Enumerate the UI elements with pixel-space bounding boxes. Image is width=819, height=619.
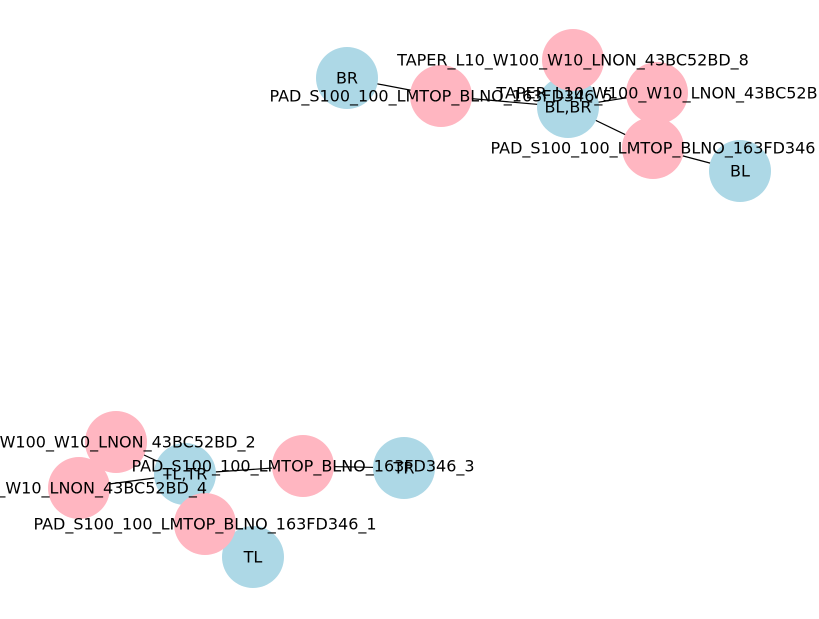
node-pad3	[272, 435, 334, 497]
node-label-taper2: .0_W100_W10_LNON_43BC52BD_2	[0, 433, 256, 453]
node-label-br: BR	[336, 69, 358, 88]
node-label-pad3: PAD_S100_100_LMTOP_BLNO_163FD346_3	[131, 457, 474, 477]
node-taper6	[626, 62, 688, 124]
node-label-bl: BL	[730, 162, 750, 181]
node-label-tltr: TL,TR	[162, 465, 208, 484]
node-tltr	[154, 443, 216, 505]
node-tl	[222, 526, 284, 588]
node-label-pad5: PAD_S100_100_LMTOP_BLNO_163FD346_5	[269, 87, 612, 107]
node-label-taper6: TAPER_L10_W100_W10_LNON_43BC52B	[495, 84, 817, 104]
node-label-taper4: W100_W10_LNON_43BC52BD_4	[0, 479, 207, 499]
node-label-taper8: TAPER_L10_W100_W10_LNON_43BC52BD_8	[396, 51, 749, 71]
node-label-tl: TL	[243, 548, 263, 567]
node-taper2	[85, 411, 147, 473]
node-pad5	[410, 65, 472, 127]
node-blbr	[537, 76, 599, 138]
node-label-pad1: PAD_S100_100_LMTOP_BLNO_163FD346_1	[33, 515, 376, 535]
node-layer	[48, 29, 771, 588]
node-tr	[373, 437, 435, 499]
label-layer: BRBLBL,BRTLTRTL,TRPAD_S100_100_LMTOP_BLN…	[0, 51, 818, 567]
node-label-tr: TR	[393, 459, 415, 478]
node-taper8	[542, 29, 604, 91]
node-pad7	[622, 117, 684, 179]
node-label-blbr: BL,BR	[544, 98, 591, 117]
node-br	[316, 47, 378, 109]
node-label-pad7: PAD_S100_100_LMTOP_BLNO_163FD346	[491, 139, 816, 159]
node-taper4	[48, 457, 110, 519]
node-bl	[709, 140, 771, 202]
node-pad1	[174, 493, 236, 555]
